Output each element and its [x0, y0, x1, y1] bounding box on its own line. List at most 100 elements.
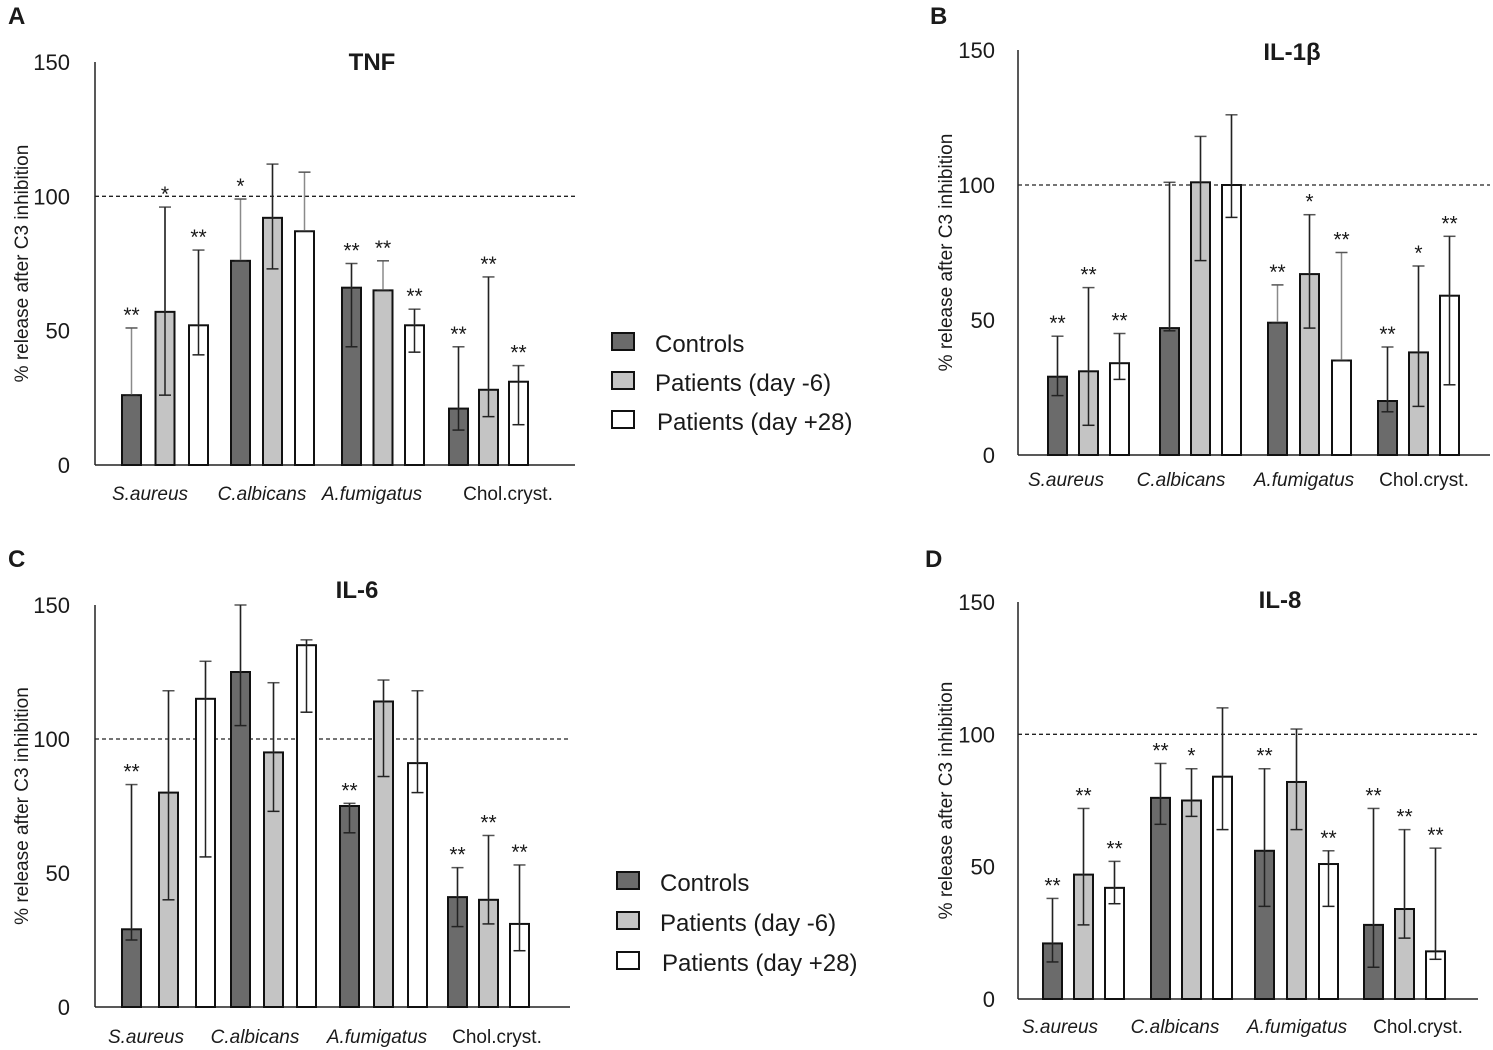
significance-marker: **: [1106, 837, 1122, 860]
legend-swatch-patients-day-28: [611, 410, 635, 429]
legend-label: Controls: [660, 870, 749, 897]
significance-marker: **: [343, 240, 359, 263]
significance-marker: *: [236, 175, 244, 198]
significance-marker: **: [511, 841, 527, 864]
y-tick-label: 50: [46, 861, 70, 886]
legend: Controls Patients (day -6) Patients (day +…: [611, 331, 852, 436]
category-label: C.albicans: [218, 484, 307, 505]
legend-swatch-controls: [616, 871, 640, 890]
y-tick-label: 50: [46, 319, 70, 344]
category-label: Chol.cryst.: [452, 1027, 542, 1048]
legend-label: Patients (day +28): [662, 950, 857, 977]
significance-marker: **: [1049, 312, 1065, 335]
category-label: C.albicans: [1137, 470, 1226, 491]
significance-marker: **: [190, 226, 206, 249]
y-tick-label: 100: [33, 727, 70, 752]
significance-marker: **: [1333, 229, 1349, 252]
y-tick-label: 50: [971, 855, 995, 880]
significance-marker: **: [449, 844, 465, 867]
category-label: Chol.cryst.: [1373, 1017, 1463, 1038]
significance-marker: **: [1111, 310, 1127, 333]
legend-swatch-patients-day-28: [616, 951, 640, 970]
category-label: C.albicans: [1131, 1017, 1220, 1038]
significance-marker: **: [1320, 827, 1336, 850]
bar-patients-day-28-s-aureus: [1104, 886, 1125, 1001]
y-tick-label: 150: [958, 590, 995, 615]
bar-patients-day-28-c-albicans: [294, 230, 315, 466]
legend-label: Patients (day -6): [655, 370, 831, 397]
bar-patients-day-28-c-albicans: [1221, 184, 1242, 456]
significance-marker: **: [123, 304, 139, 327]
panel-a: A TNF % release after C3 inhibition 0 50 100 1…: [8, 3, 575, 505]
significance-marker: **: [1044, 874, 1060, 897]
chart-title: IL-6: [336, 577, 379, 604]
bar-controls-c-albicans: [1150, 796, 1171, 1000]
y-tick-label: 0: [983, 987, 995, 1012]
significance-marker: *: [1187, 745, 1195, 768]
y-axis-label: % release after C3 inhibition: [12, 687, 33, 925]
significance-marker: **: [450, 323, 466, 346]
legend-swatch-patients-day-6: [611, 371, 635, 390]
y-axis-label: % release after C3 inhibition: [936, 682, 957, 920]
y-tick-label: 50: [971, 308, 995, 333]
panel-d: D IL-8 % release after C3 inhibition 0 50 100…: [925, 546, 1478, 1038]
significance-marker: **: [375, 237, 391, 260]
significance-marker: **: [1080, 264, 1096, 287]
significance-marker: **: [1269, 261, 1285, 284]
bar-controls-s-aureus: [121, 394, 142, 466]
panel-letter: A: [8, 3, 25, 30]
bar-controls-a-fumigatus: [1267, 321, 1288, 457]
chart-title: IL-8: [1259, 587, 1302, 614]
legend-label: Patients (day -6): [660, 910, 836, 937]
y-tick-label: 100: [33, 184, 70, 209]
category-label: A.fumigatus: [1246, 1017, 1348, 1038]
y-tick-label: 100: [958, 173, 995, 198]
category-label: A.fumigatus: [321, 484, 423, 505]
y-tick-label: 0: [58, 453, 70, 478]
panel-letter: B: [930, 3, 947, 30]
y-tick-label: 0: [983, 443, 995, 468]
y-tick-label: 0: [58, 995, 70, 1020]
significance-marker: **: [480, 253, 496, 276]
significance-marker: **: [1365, 784, 1381, 807]
bar-controls-a-fumigatus: [339, 805, 360, 1008]
significance-marker: *: [161, 183, 169, 206]
y-axis-label: % release after C3 inhibition: [12, 145, 33, 383]
significance-marker: *: [1305, 191, 1313, 214]
panel-letter: C: [8, 546, 25, 573]
category-label: S.aureus: [112, 484, 189, 505]
bar-patients-day-6-c-albicans: [1181, 799, 1202, 1000]
significance-marker: **: [1441, 212, 1457, 235]
significance-marker: **: [480, 811, 496, 834]
legend: Controls Patients (day -6) Patients (day +…: [616, 870, 857, 977]
category-label: S.aureus: [108, 1027, 185, 1048]
legend-label: Patients (day +28): [657, 409, 852, 436]
panel-letter: D: [925, 546, 942, 573]
significance-marker: *: [1414, 242, 1422, 265]
category-label: Chol.cryst.: [463, 484, 553, 505]
significance-marker: **: [1075, 784, 1091, 807]
category-label: Chol.cryst.: [1379, 470, 1469, 491]
significance-marker: **: [123, 761, 139, 784]
panel-c: C IL-6 % release after C3 inhibition 0 50 100…: [8, 546, 570, 1048]
chart-title: IL-1β: [1263, 39, 1320, 66]
y-tick-label: 150: [958, 38, 995, 63]
category-label: S.aureus: [1028, 470, 1105, 491]
significance-marker: **: [1396, 806, 1412, 829]
legend-swatch-patients-day-6: [616, 911, 640, 930]
significance-marker: **: [341, 779, 357, 802]
y-tick-label: 150: [33, 593, 70, 618]
bar-patients-day-28-a-fumigatus: [1331, 359, 1352, 456]
y-tick-label: 100: [958, 722, 995, 747]
bar-patients-day-28-a-fumigatus: [407, 762, 428, 1008]
significance-marker: **: [406, 285, 422, 308]
y-tick-label: 150: [33, 50, 70, 75]
category-label: A.fumigatus: [326, 1027, 428, 1048]
category-label: A.fumigatus: [1253, 470, 1355, 491]
bar-controls-c-albicans: [1159, 327, 1180, 457]
chart-title: TNF: [349, 49, 396, 76]
significance-marker: **: [1427, 824, 1443, 847]
bar-controls-s-aureus: [121, 928, 142, 1009]
panel-b: B IL-1β % release after C3 inhibition 0 50 10…: [930, 3, 1490, 491]
